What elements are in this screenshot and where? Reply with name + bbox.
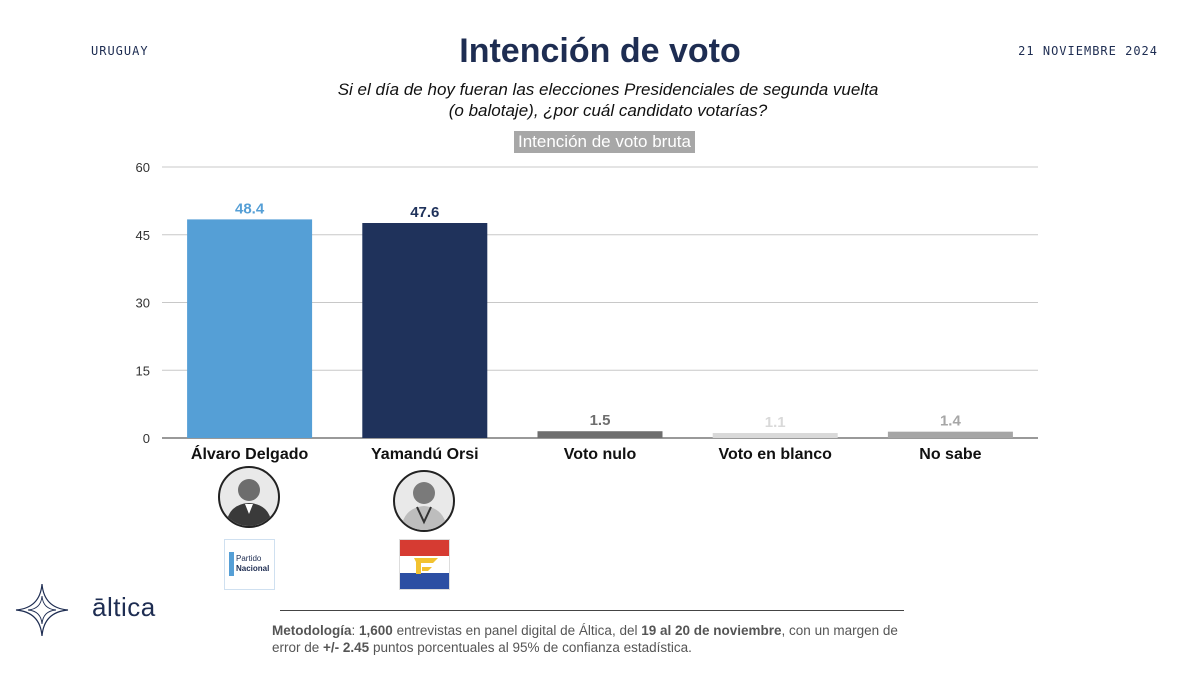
methodology-note: Metodología: 1,600 entrevistas en panel … [272,623,898,655]
party-name-line-1: Partido [236,554,262,563]
data-label: 1.4 [940,413,962,430]
category-label: Yamandú Orsi [371,446,479,463]
y-tick-label: 15 [136,363,150,378]
brand-name: āltica [92,592,156,622]
y-tick-label: 0 [143,431,150,446]
data-label: 48.4 [235,200,265,217]
party-name-line-2: Nacional [236,564,270,573]
data-label: 47.6 [410,204,439,221]
star-icon [14,582,70,643]
y-tick-label: 60 [136,160,150,175]
footer-divider [280,610,904,611]
candidate-photo-icon [218,466,280,528]
category-label: Álvaro Delgado [191,444,309,463]
partido-nacional-logo: Partido Nacional [224,539,275,590]
y-tick-label: 30 [136,296,150,311]
category-label: No sabe [919,446,981,463]
subtitle-line-1: Si el día de hoy fueran las elecciones P… [337,80,879,99]
bar [537,431,663,438]
question-subtitle: Si el día de hoy fueran las elecciones P… [300,79,916,121]
bar-chart: 0 15 30 45 60 48.4 Álvaro Delgado 47.6 Yamandú O… [136,160,1038,463]
bar [887,431,1013,438]
data-label: 1.1 [765,414,786,431]
category-label: Voto en blanco [718,446,832,463]
frente-amplio-flag-icon [399,539,450,590]
bar [362,223,488,438]
date-label: 21 NOVIEMBRE 2024 [1018,44,1158,58]
data-label: 1.5 [590,412,611,429]
bar [712,433,838,438]
y-tick-label: 45 [136,228,150,243]
country-label: URUGUAY [91,44,149,58]
subtitle-line-2: (o balotaje), ¿por cuál candidato votarí… [448,101,768,120]
bar [187,219,313,438]
chart-badge: Intención de voto bruta [514,131,695,153]
page-title: Intención de voto [459,32,741,70]
category-label: Voto nulo [564,446,637,463]
candidate-photo-icon [393,470,455,532]
